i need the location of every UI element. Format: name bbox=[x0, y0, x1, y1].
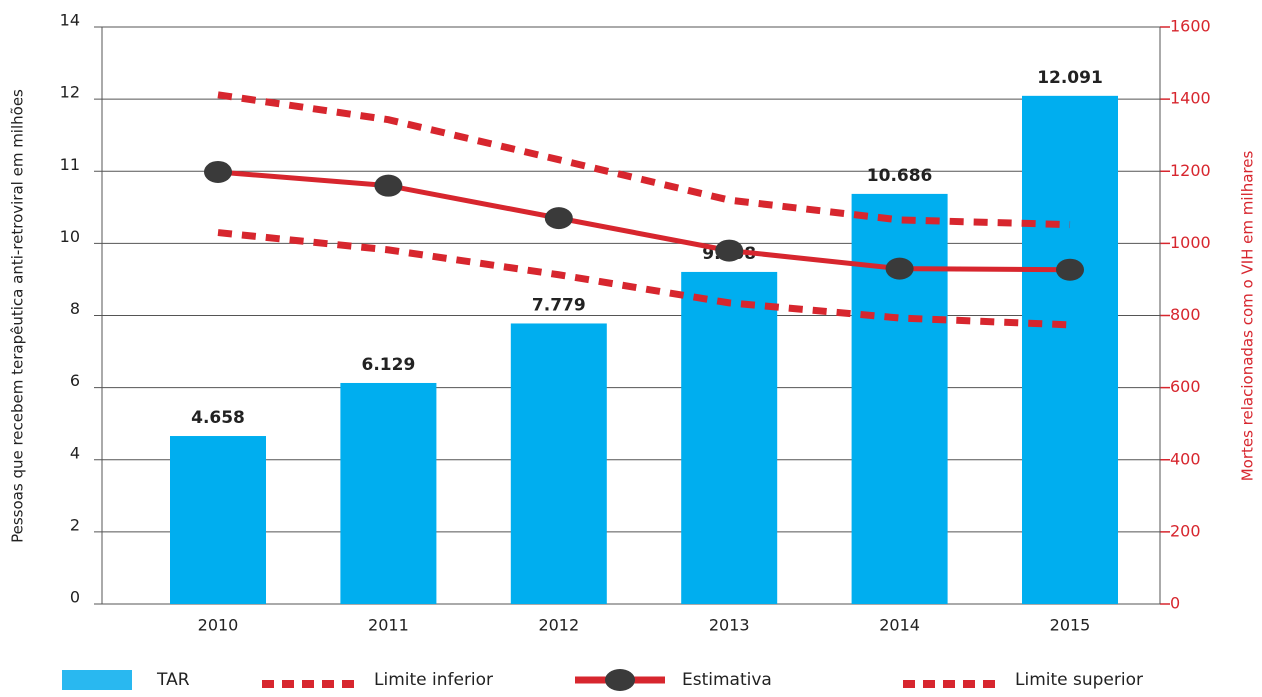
x-tick-label: 2010 bbox=[198, 616, 239, 635]
data-label: 6.129 bbox=[362, 355, 416, 375]
dashed-line bbox=[217, 91, 1071, 229]
y-tick-label: 14 bbox=[60, 11, 80, 30]
y-tick-label: 0 bbox=[70, 588, 80, 607]
y-tick-label: 6 bbox=[70, 371, 80, 390]
marker bbox=[1056, 258, 1084, 281]
bar bbox=[170, 436, 266, 604]
legend-label: Limite superior bbox=[1015, 670, 1143, 690]
legend-swatch bbox=[62, 670, 132, 690]
y2-tick-label: 600 bbox=[1170, 377, 1201, 396]
legend-label: TAR bbox=[156, 670, 190, 690]
y2-tick-label: 800 bbox=[1170, 305, 1201, 324]
bar bbox=[851, 193, 948, 604]
y2-tick-label: 400 bbox=[1170, 449, 1201, 468]
legend-label: Estimativa bbox=[682, 670, 772, 690]
x-tick-label: 2013 bbox=[709, 616, 750, 635]
bar bbox=[340, 382, 437, 604]
y2-tick-label: 1600 bbox=[1170, 17, 1211, 36]
y2-tick-label: 200 bbox=[1170, 521, 1201, 540]
y-tick-label: 4 bbox=[70, 443, 80, 462]
y2-tick-label: 1200 bbox=[1170, 161, 1211, 180]
data-label: 7.779 bbox=[532, 295, 586, 315]
y2-tick-label: 1000 bbox=[1170, 233, 1211, 252]
marker bbox=[715, 239, 744, 262]
bar bbox=[1022, 95, 1118, 604]
y-tick-label: 10 bbox=[60, 227, 80, 246]
marker bbox=[885, 257, 914, 280]
y-tick-label: 11 bbox=[60, 155, 80, 174]
y-tick-label: 2 bbox=[70, 515, 80, 534]
marker bbox=[204, 160, 232, 183]
marker bbox=[544, 207, 573, 230]
x-tick-label: 2011 bbox=[368, 616, 409, 635]
bar bbox=[510, 323, 607, 604]
legend-marker bbox=[605, 669, 635, 691]
legend-label: Limite inferior bbox=[374, 670, 493, 690]
data-label: 4.658 bbox=[191, 408, 245, 428]
x-tick-label: 2015 bbox=[1050, 616, 1091, 635]
x-tick-label: 2012 bbox=[538, 616, 579, 635]
data-label: 10.686 bbox=[867, 166, 933, 186]
y-tick-label: 12 bbox=[60, 83, 80, 102]
y2-tick-label: 0 bbox=[1170, 594, 1180, 613]
bar bbox=[681, 271, 778, 604]
line bbox=[217, 169, 1071, 273]
y-tick-label: 8 bbox=[70, 299, 80, 318]
marker bbox=[374, 174, 403, 197]
data-label: 12.091 bbox=[1037, 68, 1103, 88]
y-axis-title: Pessoas que recebem terapêutica anti-ret… bbox=[9, 89, 27, 543]
y2-tick-label: 1400 bbox=[1170, 89, 1211, 108]
y2-axis-title: Mortes relacionadas com o VIH em milhare… bbox=[1239, 151, 1257, 482]
x-tick-label: 2014 bbox=[879, 616, 920, 635]
